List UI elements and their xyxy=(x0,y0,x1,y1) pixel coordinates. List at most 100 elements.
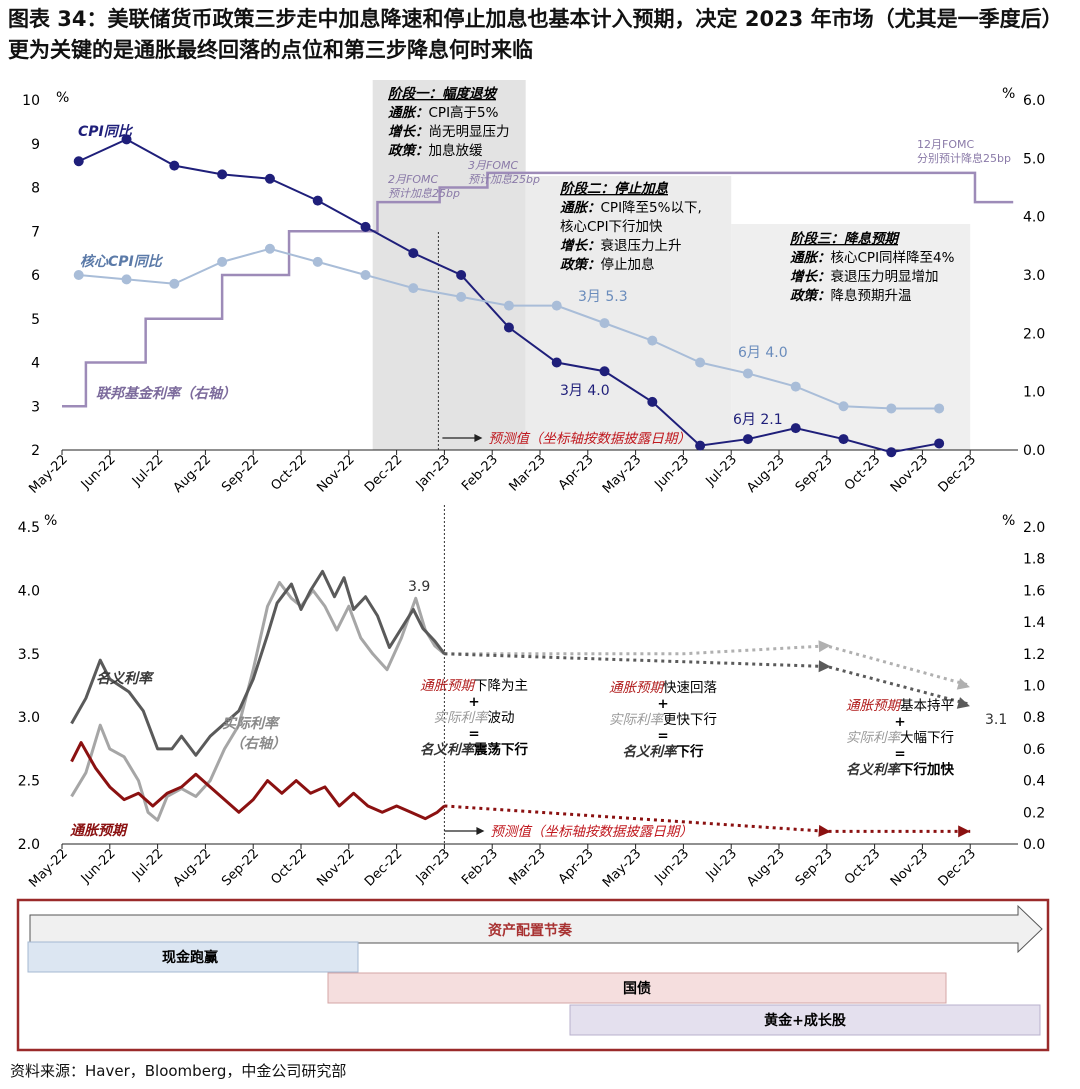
allocation-bar-2 xyxy=(327,972,947,1004)
top-ytick-left: 3 xyxy=(31,399,40,415)
core-cpi-point xyxy=(217,256,228,267)
core-cpi-point xyxy=(742,368,753,379)
cpi-point xyxy=(408,248,419,259)
top-ytick-right: 5.0 xyxy=(1023,151,1045,167)
top-ytick-right: 2.0 xyxy=(1023,326,1045,342)
stage-3-title: 阶段三：降息预期 xyxy=(790,231,900,247)
label-fed-funds-rate: 联邦基金利率（右轴） xyxy=(96,385,236,402)
top-xtick-label: Nov-23 xyxy=(888,452,931,495)
top-ytick-left: 8 xyxy=(31,181,40,197)
top-xtick-label: Oct-22 xyxy=(268,452,310,494)
top-xtick-label: Jun-23 xyxy=(652,452,693,493)
annot-end: 3.1 xyxy=(985,712,1007,728)
stage-1-title: 阶段一：幅度退坡 xyxy=(388,86,498,102)
bottom-xtick-label: Nov-22 xyxy=(314,846,357,889)
bottom-ytick-left: 2.5 xyxy=(18,774,40,790)
core-cpi-point xyxy=(647,335,658,346)
stage-3-line: 政策：降息预期升温 xyxy=(790,287,912,304)
stage-1-line: 政策：加息放缓 xyxy=(388,142,483,159)
top-xtick-label: Sep-23 xyxy=(793,452,836,495)
top-xtick-label: Nov-22 xyxy=(314,452,357,495)
bottom-ytick-right: 1.6 xyxy=(1023,583,1045,599)
core-cpi-point xyxy=(312,256,323,267)
top-xtick-label: Apr-23 xyxy=(556,452,597,493)
top-xtick-label: Sep-22 xyxy=(219,452,262,495)
core-cpi-point xyxy=(934,403,945,414)
bottom-xtick-label: Oct-23 xyxy=(842,846,884,888)
top-xtick-label: Feb-23 xyxy=(459,452,501,494)
bottom-xtick-label: Nov-23 xyxy=(888,846,931,889)
bottom-xtick-label: Apr-23 xyxy=(556,846,597,887)
bottom-xtick-label: Sep-22 xyxy=(219,846,262,889)
top-ytick-right: 3.0 xyxy=(1023,268,1045,284)
cpi-point xyxy=(838,434,849,445)
top-ytick-left: 4 xyxy=(31,356,40,372)
annot-fomc-dec-2: 分别预计降息25bp xyxy=(917,151,1011,165)
bottom-ytick-left: 4.5 xyxy=(18,520,40,536)
allocation-bar-1 xyxy=(27,941,359,973)
top-xtick-label: Mar-23 xyxy=(506,452,548,494)
cpi-point xyxy=(73,156,84,167)
bottom-ytick-right: 0.6 xyxy=(1023,742,1045,758)
phase-3-line: 名义利率下行加快 xyxy=(846,761,954,778)
forecast-real-rate-arrowhead xyxy=(818,640,831,653)
series-real-rate xyxy=(70,580,446,822)
figure-title: 图表 34：美联储货币政策三步走中加息降速和停止加息也基本计入预期，决定 202… xyxy=(8,7,1063,62)
cpi-point xyxy=(312,195,323,206)
bottom-ytick-right: 1.0 xyxy=(1023,679,1045,695)
bottom-ytick-left: 4.0 xyxy=(18,583,40,599)
cpi-point xyxy=(647,396,658,407)
bottom-ytick-right: 0.4 xyxy=(1023,774,1045,790)
stage-3-line: 增长：衰退压力明显增加 xyxy=(790,268,939,285)
stage-1-area xyxy=(372,80,526,450)
bottom-xtick-label: Jul-23 xyxy=(703,846,740,883)
core-cpi-point xyxy=(790,381,801,392)
phase-3-line: 通胀预期基本持平 xyxy=(846,697,954,714)
cpi-point xyxy=(551,357,562,368)
top-xtick-label: Dec-23 xyxy=(936,452,979,495)
core-cpi-point xyxy=(408,283,419,294)
annot-jun-cpi: 6月 2.1 xyxy=(733,412,783,428)
annot-fomc-feb-2: 预计加息25bp xyxy=(388,187,460,200)
cpi-point xyxy=(169,160,180,171)
phase-3-line: = xyxy=(894,746,905,762)
forecast-real-rate-arrowhead xyxy=(956,678,970,690)
bottom-chart: 2.0 2.5 3.0 3.5 4.0 4.5 % 0.0 0.2 0.4 0.6 0.8 1.0 1.2… xyxy=(18,505,1045,891)
core-cpi-point xyxy=(599,318,610,329)
bottom-xtick-label: May-23 xyxy=(600,846,644,890)
cpi-point xyxy=(121,134,132,145)
bottom-y-unit-left: % xyxy=(44,513,57,529)
bottom-ytick-left: 3.5 xyxy=(18,647,40,663)
top-forecast-arrowhead xyxy=(474,434,483,442)
core-cpi-point xyxy=(360,270,371,280)
bottom-ytick-left: 2.0 xyxy=(18,837,40,853)
bottom-xtick-label: Aug-22 xyxy=(171,846,215,890)
forecast-nominal-rate xyxy=(444,652,971,706)
source-note: 资料来源：Haver，Bloomberg，中金公司研究部 xyxy=(10,1062,347,1080)
allocation-bar-label-3: 黄金+成长股 xyxy=(764,1012,847,1029)
stage-3-line: 通胀：核心CPI同样降至4% xyxy=(790,250,955,266)
core-cpi-point xyxy=(169,278,180,289)
cpi-point xyxy=(360,221,371,232)
cpi-point xyxy=(742,434,753,445)
bottom-xtick-label: Feb-23 xyxy=(459,846,501,888)
core-cpi-point xyxy=(695,357,706,368)
top-xtick-label: Jun-22 xyxy=(78,452,119,493)
phase-2-line: + xyxy=(657,696,668,712)
annot-peak: 3.9 xyxy=(408,579,430,595)
bottom-xtick-label: Oct-22 xyxy=(268,846,310,888)
cpi-point xyxy=(264,173,275,184)
bottom-xtick-label: Sep-23 xyxy=(793,846,836,889)
cpi-point xyxy=(456,270,467,280)
stage-2-line: 政策：停止加息 xyxy=(560,256,655,273)
cpi-point xyxy=(599,366,610,377)
series-fed-funds-rate xyxy=(62,171,1014,408)
forecast-real-rate xyxy=(444,644,971,687)
stage-1-line: 增长：尚无明显压力 xyxy=(388,124,510,140)
top-ytick-left: 2 xyxy=(31,443,40,459)
annot-mar-cpi: 3月 4.0 xyxy=(560,383,610,399)
allocation-bar-label-1: 现金跑赢 xyxy=(162,949,218,966)
allocation-title: 资产配置节奏 xyxy=(488,922,573,939)
